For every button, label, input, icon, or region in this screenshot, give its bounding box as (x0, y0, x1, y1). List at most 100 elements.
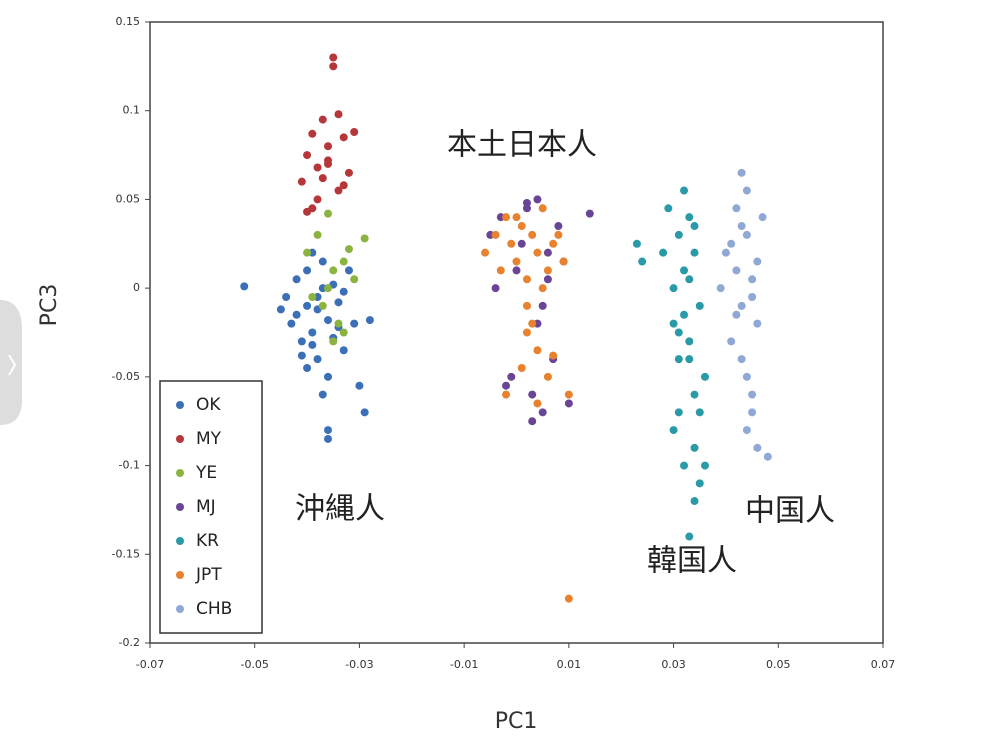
point (742, 372, 751, 381)
point (318, 301, 327, 310)
plot-frame (149, 21, 884, 644)
point (481, 248, 490, 257)
point (512, 213, 521, 222)
point (543, 275, 552, 284)
point (355, 381, 364, 390)
point (564, 390, 573, 399)
point (685, 275, 694, 284)
point (339, 287, 348, 296)
y-tick-label: 0.1 (123, 104, 141, 117)
annotation: 中国人 (745, 494, 835, 529)
point (758, 213, 767, 222)
point (543, 248, 552, 257)
point (748, 293, 757, 302)
point (334, 110, 343, 119)
point (564, 399, 573, 408)
point (350, 319, 359, 328)
point (690, 390, 699, 399)
point (680, 461, 689, 470)
point (344, 245, 353, 254)
point (502, 213, 511, 222)
point (533, 399, 542, 408)
y-tick-label: -0.2 (119, 636, 140, 649)
point (685, 532, 694, 541)
point (685, 337, 694, 346)
point (695, 479, 704, 488)
legend-label: KR (196, 531, 219, 551)
point (522, 301, 531, 310)
point (329, 337, 338, 346)
point (507, 372, 516, 381)
legend-marker (176, 401, 184, 409)
point (491, 230, 500, 239)
point (721, 248, 730, 257)
point (303, 266, 312, 275)
side-tab-arrow (8, 354, 17, 376)
point (318, 115, 327, 124)
point (737, 301, 746, 310)
y-tick-label: -0.1 (119, 459, 140, 472)
point (680, 266, 689, 275)
point (690, 443, 699, 452)
y-axis-label: PC3 (37, 284, 62, 327)
annotation: 本土日本人 (447, 128, 597, 163)
point (324, 156, 333, 165)
point (742, 230, 751, 239)
point (522, 275, 531, 284)
point (554, 222, 563, 231)
annotation: 韓国人 (647, 544, 737, 579)
point (517, 363, 526, 372)
point (742, 426, 751, 435)
point (491, 284, 500, 293)
point (748, 408, 757, 417)
point (334, 298, 343, 307)
point (507, 239, 516, 248)
point (350, 275, 359, 284)
point (324, 372, 333, 381)
x-tick-label: -0.07 (136, 658, 164, 671)
point (700, 461, 709, 470)
point (727, 239, 736, 248)
point (737, 222, 746, 231)
point (308, 293, 317, 302)
point (685, 355, 694, 364)
point (240, 282, 249, 291)
point (512, 266, 521, 275)
point (292, 310, 301, 319)
y-tick-label: -0.15 (112, 547, 140, 560)
point (716, 284, 725, 293)
point (339, 181, 348, 190)
point (669, 319, 678, 328)
y-tick-label: 0.15 (116, 15, 141, 28)
point (313, 195, 322, 204)
point (329, 62, 338, 71)
point (753, 319, 762, 328)
x-tick-label: -0.01 (450, 658, 478, 671)
point (732, 204, 741, 213)
point (344, 168, 353, 177)
legend-marker (176, 469, 184, 477)
x-tick-label: -0.05 (240, 658, 268, 671)
legend-label: JPT (195, 565, 222, 585)
point (522, 198, 531, 207)
point (329, 266, 338, 275)
x-tick-label: 0.05 (766, 658, 791, 671)
point (303, 301, 312, 310)
side-tab[interactable] (0, 300, 22, 425)
legend-marker (176, 503, 184, 511)
legend-label: YE (195, 463, 217, 483)
point (324, 142, 333, 151)
point (538, 204, 547, 213)
point (538, 408, 547, 417)
point (533, 195, 542, 204)
point (753, 443, 762, 452)
point (522, 328, 531, 337)
point (313, 230, 322, 239)
point (695, 301, 704, 310)
point (324, 209, 333, 218)
point (528, 390, 537, 399)
point (564, 594, 573, 603)
point (313, 355, 322, 364)
point (339, 257, 348, 266)
point (496, 266, 505, 275)
